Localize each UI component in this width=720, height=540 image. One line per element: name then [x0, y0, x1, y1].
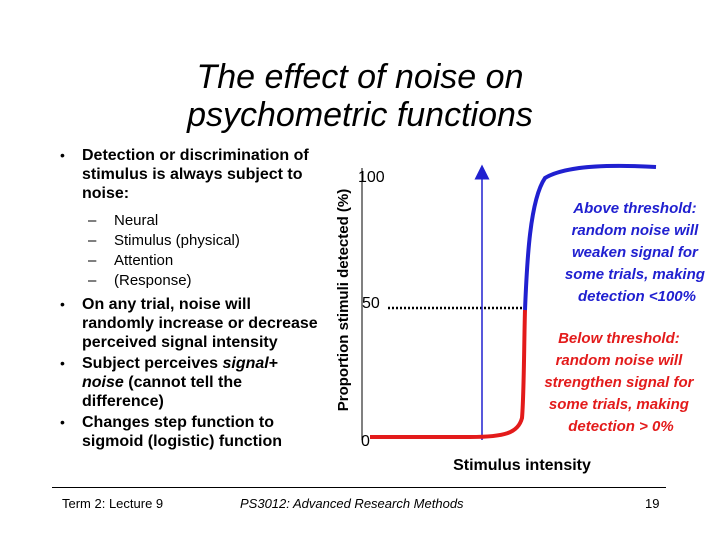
annotation-below-line: Below threshold:	[558, 330, 680, 347]
bullet-noise-sources: Detection or discrimination of stimulus …	[52, 146, 322, 203]
x-axis-label: Stimulus intensity	[453, 457, 591, 474]
annotation-above-line: some trials, making	[565, 266, 705, 283]
annotation-below-line: detection > 0%	[568, 418, 673, 435]
y-tick-0: 0	[361, 433, 370, 450]
title-line-2: psychometric functions	[187, 96, 533, 134]
y-axis-label: Proportion stimuli detected (%)	[335, 189, 352, 412]
series-above-threshold	[523, 163, 657, 311]
annotation-above-line: weaken signal for	[572, 244, 699, 261]
annotation-below-threshold: Below threshold: random noise will stren…	[544, 330, 697, 435]
annotation-below-line: strengthen signal for	[544, 374, 694, 391]
annotation-below-line: some trials, making	[549, 396, 689, 413]
emphasis-signal: signal	[222, 355, 269, 372]
series-below-threshold	[370, 309, 527, 439]
y-tick-50: 50	[362, 295, 380, 312]
annotation-below-line: random noise will	[556, 352, 684, 369]
footer-page-number: 19	[645, 496, 660, 511]
bullet-text-part: (cannot tell the difference)	[82, 374, 243, 410]
bullet-list: Detection or discrimination of stimulus …	[52, 146, 322, 451]
sub-item-response: (Response)	[52, 271, 322, 291]
title-line-1: The effect of noise on	[196, 58, 524, 96]
slide-title: The effect of noise on psychometric func…	[120, 58, 600, 134]
annotation-above-threshold: Above threshold: random noise will weake…	[565, 200, 709, 305]
annotation-above-line: random noise will	[572, 222, 700, 239]
bullet-sigmoid: Changes step function to sigmoid (logist…	[52, 413, 322, 451]
footer-course-term: Term 2: Lecture 9	[62, 496, 164, 511]
bullet-random-noise: On any trial, noise will randomly increa…	[52, 295, 322, 352]
bullet-signal-plus-noise: Subject perceives signal+ noise (cannot …	[52, 354, 322, 411]
footer-course-title: PS3012: Advanced Research Methods	[240, 496, 464, 511]
noise-source-list: Neural Stimulus (physical) Attention (Re…	[52, 211, 322, 291]
bullet-text-part: Subject perceives	[82, 355, 223, 372]
emphasis-noise: noise	[82, 374, 124, 391]
bullet-text-part: +	[268, 355, 279, 372]
sub-item-neural: Neural	[52, 211, 322, 231]
y-tick-100: 100	[358, 169, 385, 186]
annotation-above-line: detection <100%	[578, 288, 696, 305]
sub-item-attention: Attention	[52, 251, 322, 271]
sub-item-stimulus: Stimulus (physical)	[52, 231, 322, 251]
footer-divider	[52, 487, 666, 488]
annotation-above-line: Above threshold:	[572, 200, 696, 217]
